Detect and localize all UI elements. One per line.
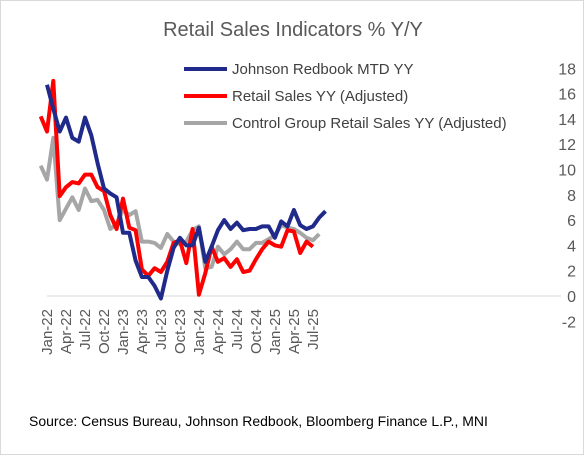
legend: Johnson Redbook MTD YY Retail Sales YY (A… (184, 61, 507, 132)
y-tick-label: 12 (558, 137, 576, 154)
series-line-2 (38, 78, 315, 297)
y-tick-label: 18 (558, 61, 576, 78)
series-line-1 (45, 84, 327, 301)
x-tick-label: Oct-24 (248, 309, 265, 354)
y-tick-label: 4 (567, 238, 576, 255)
legend-label: Control Group Retail Sales YY (Adjusted) (232, 115, 507, 132)
y-tick-label: 2 (567, 264, 576, 281)
x-tick-label: Oct-22 (96, 309, 113, 354)
chart-title: Retail Sales Indicators % Y/Y (163, 19, 423, 41)
y-tick-label: 6 (567, 213, 576, 230)
x-tick-label: Jul-25 (305, 309, 322, 350)
x-tick-label: Jan-25 (267, 309, 284, 355)
legend-label: Retail Sales YY (Adjusted) (232, 88, 408, 105)
y-tick-label: 0 (567, 289, 576, 306)
series-group (38, 78, 327, 301)
series-line-3 (38, 135, 321, 271)
legend-label: Johnson Redbook MTD YY (232, 61, 414, 78)
y-tick-label: 14 (558, 112, 576, 129)
x-tick-label: Jan-22 (39, 309, 56, 355)
x-tick-label: Jul-22 (77, 309, 94, 350)
x-tick-label: Apr-22 (58, 309, 75, 354)
y-tick-label: -2 (562, 314, 576, 331)
x-tick-label: Jan-23 (115, 309, 132, 355)
y-tick-label: 10 (558, 163, 576, 180)
y-tick-label: 16 (558, 87, 576, 104)
y-tick-label: 8 (567, 188, 576, 205)
x-tick-label: Jul-23 (153, 309, 170, 350)
x-tick-label: Apr-25 (286, 309, 303, 354)
x-tick-label: Oct-23 (172, 309, 189, 354)
source-note: Source: Census Bureau, Johnson Redbook, … (29, 413, 488, 429)
x-tick-label: Apr-24 (210, 309, 227, 354)
x-tick-label: Jul-24 (229, 309, 246, 350)
x-tick-label: Apr-23 (134, 309, 151, 354)
x-tick-label: Jan-24 (191, 309, 208, 355)
